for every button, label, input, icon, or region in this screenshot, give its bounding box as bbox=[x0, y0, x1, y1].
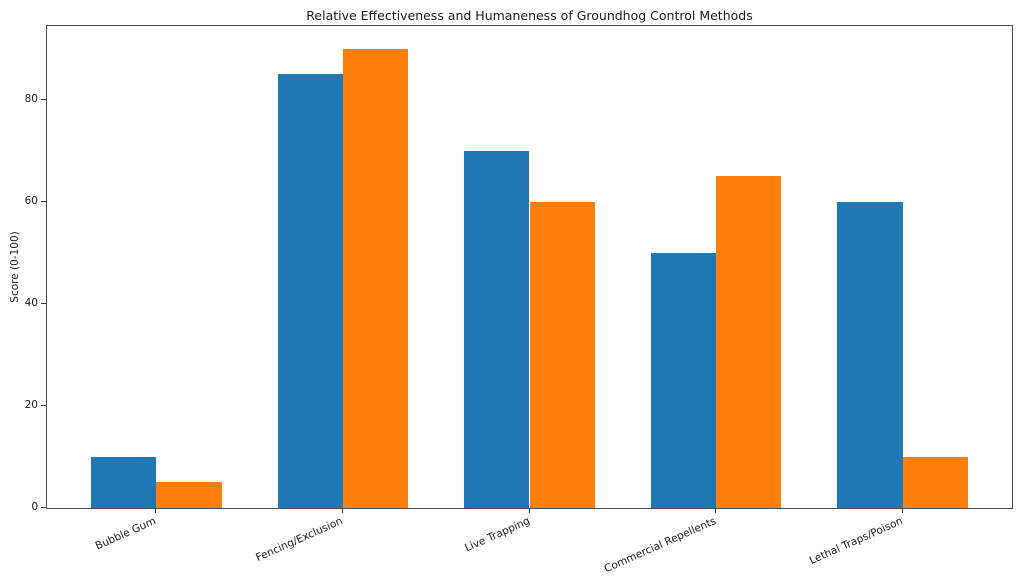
y-tick-mark bbox=[41, 98, 46, 100]
y-tick-mark bbox=[41, 404, 46, 406]
plot-area: 0 20 40 60 80 Bubble Gum Fencing/Exclusion Live… bbox=[25, 25, 1013, 575]
bar-blue-commercial-repellents bbox=[650, 252, 717, 508]
y-tick-label: 40 bbox=[24, 296, 38, 309]
bar-orange-lethal-traps-poison bbox=[902, 456, 969, 508]
y-tick-mark bbox=[41, 302, 46, 304]
x-tick-label-bubble-gum: Bubble Gum bbox=[93, 515, 159, 553]
x-tick-label-lethal-traps-poison: Lethal Traps/Poison bbox=[807, 515, 905, 567]
x-tick-mark bbox=[901, 508, 903, 513]
y-tick-label: 60 bbox=[24, 194, 38, 207]
bar-orange-fencing-exclusion bbox=[342, 48, 409, 508]
bar-orange-live-trapping bbox=[529, 201, 595, 508]
y-tick-mark bbox=[41, 507, 46, 508]
x-tick-mark bbox=[715, 508, 717, 513]
y-tick-label: 20 bbox=[24, 398, 38, 411]
y-tick-label: 80 bbox=[24, 92, 38, 105]
x-tick-mark bbox=[528, 508, 530, 513]
bar-blue-fencing-exclusion bbox=[277, 74, 343, 508]
bar-orange-bubble-gum bbox=[156, 482, 222, 508]
bar-orange-commercial-repellents bbox=[716, 176, 782, 508]
x-tick-mark bbox=[341, 508, 343, 513]
x-tick-label-live-trapping: Live Trapping bbox=[462, 515, 532, 555]
x-tick-label-commercial-repellents: Commercial Repellents bbox=[602, 515, 719, 576]
chart-title: Relative Effectiveness and Humaneness of… bbox=[306, 8, 753, 23]
bar-blue-bubble-gum bbox=[90, 456, 157, 508]
x-tick-label-fencing-exclusion: Fencing/Exclusion bbox=[254, 515, 345, 565]
x-tick-mark bbox=[155, 508, 157, 513]
y-tick-mark bbox=[41, 200, 46, 202]
y-tick-label: 0 bbox=[31, 501, 38, 513]
y-axis-label: Score (0-100) bbox=[9, 231, 21, 303]
bar-blue-lethal-traps-poison bbox=[837, 201, 903, 508]
bar-blue-live-trapping bbox=[464, 150, 530, 508]
